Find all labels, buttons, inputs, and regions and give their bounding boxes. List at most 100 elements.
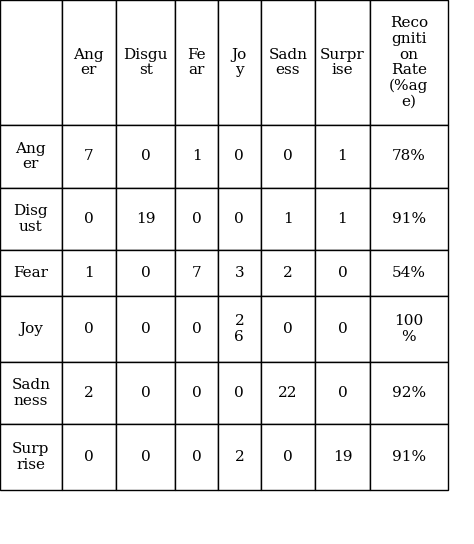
Text: Reco
gniti
on
Rate
(%ag
e): Reco gniti on Rate (%ag e) [389, 16, 428, 109]
Bar [370, 362, 448, 424]
Bar [175, 125, 218, 188]
Text: 91%: 91% [392, 450, 426, 464]
Text: Surpr
ise: Surpr ise [320, 48, 365, 77]
Text: 2: 2 [283, 267, 293, 280]
Bar [218, 188, 261, 250]
Bar [315, 0, 370, 125]
Text: Joy: Joy [19, 322, 43, 336]
Bar [261, 0, 315, 125]
Bar [0, 250, 62, 296]
Bar [370, 296, 448, 362]
Text: 0: 0 [141, 322, 151, 336]
Bar [218, 0, 261, 125]
Bar [175, 362, 218, 424]
Bar [116, 250, 175, 296]
Text: Fe
ar: Fe ar [187, 48, 206, 77]
Bar [370, 125, 448, 188]
Text: 0: 0 [141, 150, 151, 163]
Bar [0, 362, 62, 424]
Bar [116, 125, 175, 188]
Bar [175, 296, 218, 362]
Text: 0: 0 [235, 212, 244, 226]
Bar [62, 188, 116, 250]
Bar [218, 250, 261, 296]
Text: 0: 0 [84, 450, 94, 464]
Text: 100
%: 100 % [394, 314, 423, 344]
Bar [0, 125, 62, 188]
Bar [175, 424, 218, 490]
Bar [62, 424, 116, 490]
Text: Sadn
ness: Sadn ness [11, 378, 50, 408]
Bar [0, 296, 62, 362]
Text: 0: 0 [283, 150, 293, 163]
Text: Disg
ust: Disg ust [13, 204, 48, 234]
Text: 1: 1 [337, 212, 347, 226]
Text: 7: 7 [192, 267, 201, 280]
Bar [315, 362, 370, 424]
Bar [116, 188, 175, 250]
Text: 0: 0 [192, 386, 201, 400]
Text: 19: 19 [333, 450, 352, 464]
Bar [62, 296, 116, 362]
Text: Jo
y: Jo y [232, 48, 247, 77]
Bar [175, 0, 218, 125]
Bar [261, 296, 315, 362]
Bar [315, 250, 370, 296]
Text: 0: 0 [337, 267, 347, 280]
Text: Surp
rise: Surp rise [12, 442, 49, 472]
Bar [0, 0, 62, 125]
Bar [0, 424, 62, 490]
Text: Ang
er: Ang er [73, 48, 104, 77]
Text: 0: 0 [192, 212, 201, 226]
Bar [175, 188, 218, 250]
Text: 3: 3 [235, 267, 244, 280]
Bar [62, 0, 116, 125]
Text: 1: 1 [283, 212, 293, 226]
Text: 0: 0 [141, 267, 151, 280]
Bar [116, 0, 175, 125]
Text: 54%: 54% [392, 267, 426, 280]
Bar [261, 188, 315, 250]
Bar [261, 362, 315, 424]
Bar [116, 296, 175, 362]
Bar [0, 188, 62, 250]
Text: 92%: 92% [392, 386, 426, 400]
Text: 0: 0 [192, 450, 201, 464]
Bar [116, 424, 175, 490]
Bar [62, 250, 116, 296]
Text: 0: 0 [337, 322, 347, 336]
Bar [315, 125, 370, 188]
Text: 0: 0 [141, 386, 151, 400]
Text: 1: 1 [192, 150, 201, 163]
Text: 0: 0 [141, 450, 151, 464]
Bar [175, 250, 218, 296]
Bar [370, 250, 448, 296]
Text: 7: 7 [84, 150, 94, 163]
Text: Disgu
st: Disgu st [124, 48, 168, 77]
Text: 78%: 78% [392, 150, 426, 163]
Text: 0: 0 [283, 450, 293, 464]
Bar [261, 250, 315, 296]
Text: 1: 1 [337, 150, 347, 163]
Bar [218, 362, 261, 424]
Text: Sadn
ess: Sadn ess [268, 48, 308, 77]
Text: 22: 22 [278, 386, 298, 400]
Bar [116, 362, 175, 424]
Bar [218, 296, 261, 362]
Text: Ang
er: Ang er [16, 141, 46, 171]
Text: 0: 0 [235, 150, 244, 163]
Text: 0: 0 [84, 322, 94, 336]
Bar [370, 0, 448, 125]
Bar [315, 424, 370, 490]
Text: 0: 0 [337, 386, 347, 400]
Bar [370, 188, 448, 250]
Bar [62, 362, 116, 424]
Bar [62, 125, 116, 188]
Bar [261, 125, 315, 188]
Text: 0: 0 [84, 212, 94, 226]
Text: 19: 19 [136, 212, 155, 226]
Text: 0: 0 [192, 322, 201, 336]
Text: Fear: Fear [13, 267, 48, 280]
Text: 2: 2 [235, 450, 244, 464]
Bar [261, 424, 315, 490]
